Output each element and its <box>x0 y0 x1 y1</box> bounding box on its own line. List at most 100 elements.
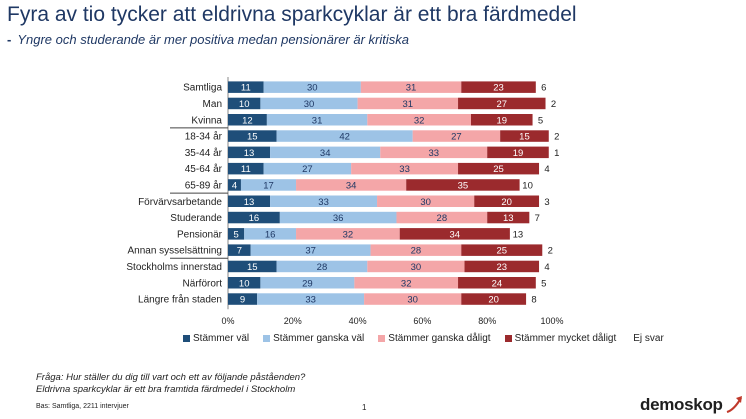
data-label: 31 <box>406 83 417 94</box>
category-label: 35-44 år <box>185 147 223 159</box>
category-label: Kvinna <box>191 115 222 126</box>
data-label: 11 <box>241 83 251 94</box>
bar-segment <box>228 277 261 289</box>
data-label: 28 <box>411 246 422 257</box>
legend-item: Ej svar <box>630 333 664 344</box>
chart-legend: Stämmer väl Stämmer ganska väl Stämmer gan… <box>183 333 664 344</box>
category-label: Annan sysselsättning <box>127 246 222 257</box>
data-label-ej-svar: 6 <box>541 83 546 94</box>
data-label: 10 <box>239 99 250 110</box>
bar-segment <box>296 179 407 191</box>
data-label: 16 <box>265 229 276 240</box>
data-label: 42 <box>339 132 350 143</box>
data-label: 25 <box>496 246 507 257</box>
page-subtitle: - Yngre och studerande är mer positiva me… <box>7 32 409 47</box>
subtitle-text: Yngre och studerande är mer positiva med… <box>17 32 409 47</box>
bar-segment <box>257 293 365 305</box>
bar-segment <box>487 146 549 159</box>
data-label: 37 <box>305 246 316 257</box>
question-line-2: Eldrivna sparkcyklar är ett bra framtida… <box>36 384 296 395</box>
legend-label: Ej svar <box>633 333 664 344</box>
bar-segment <box>412 130 501 142</box>
bar-segment <box>250 244 371 256</box>
bar-segment <box>276 130 413 142</box>
data-label: 13 <box>244 148 255 159</box>
bar-segment <box>240 179 297 191</box>
data-label: 29 <box>302 278 313 289</box>
logo-text: demoskop <box>640 395 723 414</box>
data-label: 13 <box>244 197 255 208</box>
data-label: 10 <box>239 278 250 289</box>
data-label: 33 <box>428 148 439 159</box>
bar-segment <box>370 244 462 256</box>
data-label: 24 <box>492 278 503 289</box>
data-label-ej-svar: 7 <box>535 213 540 224</box>
data-label: 35 <box>458 180 469 191</box>
x-tick-label: 40% <box>349 316 367 326</box>
data-label: 32 <box>401 278 412 289</box>
data-label: 12 <box>242 115 253 126</box>
data-label: 9 <box>240 295 245 306</box>
survey-question: Fråga: Hur ställer du dig till vart och … <box>36 372 305 396</box>
bar-segment <box>279 211 397 224</box>
x-tick-label: 80% <box>478 316 496 326</box>
page-title: Fyra av tio tycker att eldrivna sparkcyk… <box>7 3 577 26</box>
bar-segment <box>228 211 280 224</box>
bar-segment <box>263 81 361 93</box>
bar-segment <box>270 195 378 207</box>
data-label: 27 <box>451 132 462 143</box>
legend-label: Stämmer ganska dåligt <box>388 333 491 344</box>
bar-segment <box>458 277 536 289</box>
bar-segment <box>406 179 520 191</box>
bar-segment <box>263 162 352 175</box>
bar-segment <box>377 195 475 207</box>
data-label: 34 <box>346 180 357 191</box>
bar-segment <box>351 162 459 175</box>
bar-segment <box>360 81 462 93</box>
bar-segment <box>474 195 540 207</box>
data-label: 30 <box>411 262 422 273</box>
data-label-ej-svar: 8 <box>531 295 536 306</box>
data-label-ej-svar: 2 <box>548 246 553 257</box>
legend-swatch <box>263 335 271 342</box>
category-label: Förvärvsarbetande <box>138 197 222 208</box>
data-label: 20 <box>501 197 512 208</box>
bar-segment <box>364 293 462 305</box>
bar-segment <box>380 146 488 159</box>
legend-swatch <box>183 335 190 342</box>
data-label: 27 <box>302 164 313 175</box>
x-tick-label: 0% <box>221 316 234 326</box>
page-number: 1 <box>362 403 367 412</box>
category-label: Närförort <box>183 278 223 289</box>
bar-segment <box>228 260 277 273</box>
data-label-ej-svar: 2 <box>554 132 559 143</box>
bar-segment <box>228 162 264 175</box>
data-label: 34 <box>450 229 461 240</box>
bar-segment <box>458 97 546 110</box>
data-label-ej-svar: 5 <box>538 115 543 126</box>
bar-segment <box>461 244 543 256</box>
data-label: 30 <box>307 83 318 94</box>
bar-segment <box>276 260 368 273</box>
category-label: 65-89 år <box>185 179 223 191</box>
category-label: Samtliga <box>183 83 222 94</box>
bar-segment <box>367 260 465 273</box>
bar-segment <box>471 114 533 126</box>
bar-segment <box>228 293 258 305</box>
category-label: Man <box>203 99 222 110</box>
bar-segment <box>228 228 245 240</box>
data-label: 15 <box>247 132 258 143</box>
category-label: 18-34 år <box>185 131 223 143</box>
data-label: 30 <box>407 295 418 306</box>
data-label: 30 <box>304 99 315 110</box>
legend-swatch <box>378 335 386 342</box>
subtitle-dash: - <box>7 32 12 47</box>
data-label: 13 <box>503 213 514 224</box>
bar-segment <box>228 244 251 256</box>
bar-segment <box>228 114 267 126</box>
data-label: 30 <box>420 197 431 208</box>
data-label: 32 <box>414 115 425 126</box>
bar-segment <box>464 260 540 273</box>
data-label: 28 <box>437 213 448 224</box>
